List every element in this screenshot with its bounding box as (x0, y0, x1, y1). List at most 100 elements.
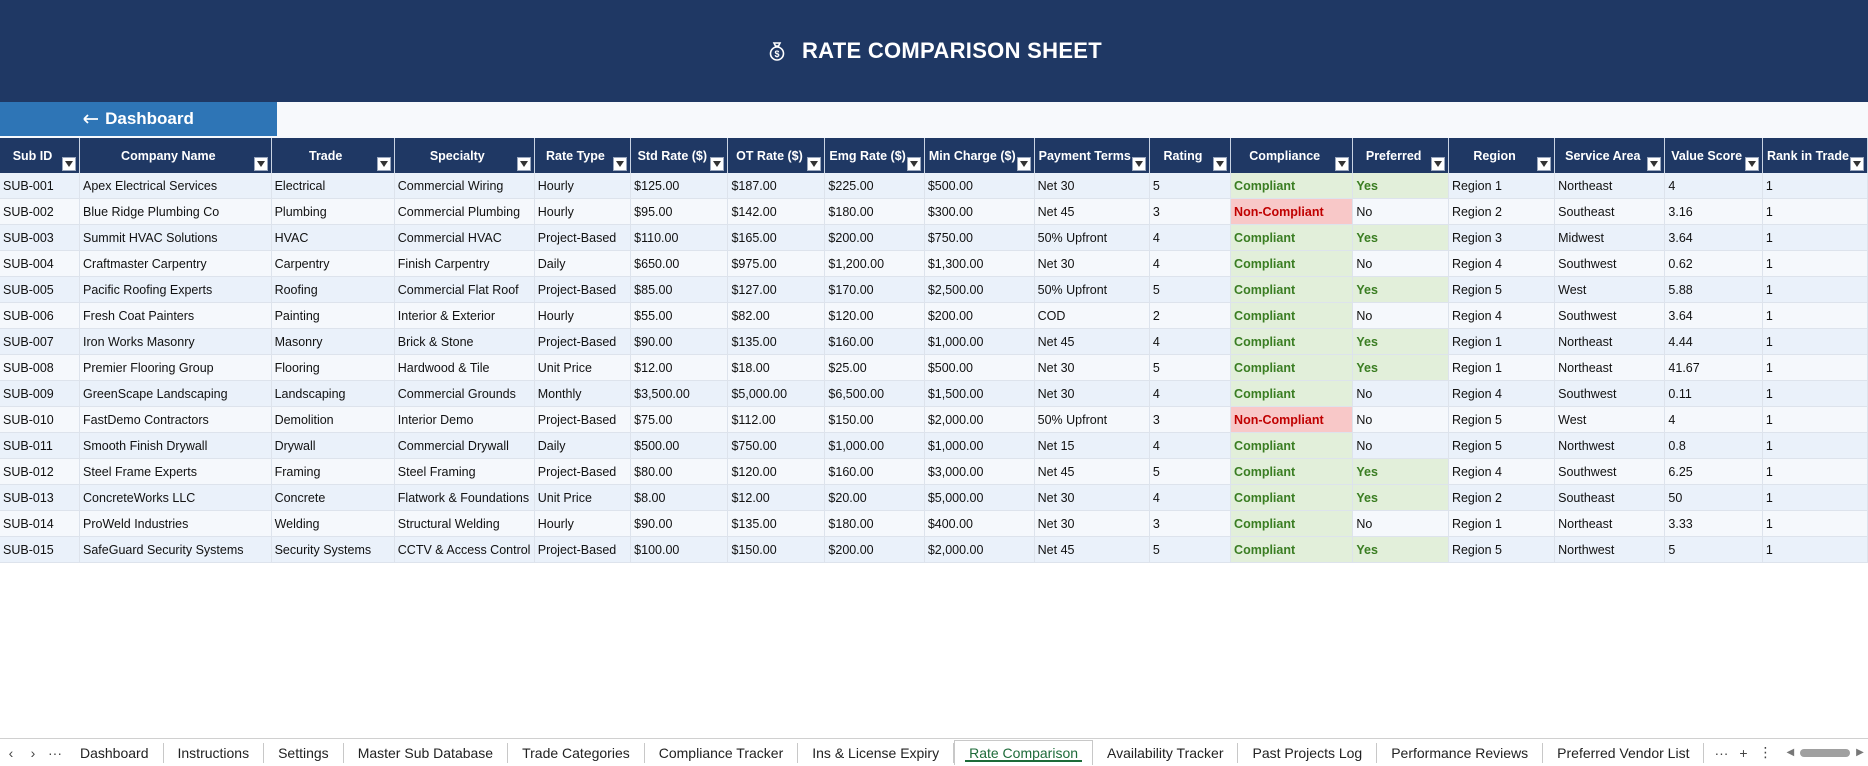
table-cell[interactable]: 1 (1762, 173, 1868, 199)
table-cell[interactable]: Project-Based (534, 536, 632, 563)
table-cell[interactable]: No (1352, 302, 1449, 329)
table-cell[interactable]: SUB-015 (0, 536, 81, 563)
table-cell[interactable]: Steel Framing (394, 458, 535, 485)
options-icon[interactable]: ⋮ (1758, 744, 1773, 760)
filter-dropdown-icon[interactable] (710, 157, 725, 171)
table-cell[interactable]: 1 (1762, 250, 1868, 277)
table-cell[interactable]: $750.00 (727, 432, 826, 459)
table-cell[interactable]: Yes (1352, 328, 1449, 355)
table-cell[interactable]: SUB-004 (0, 250, 81, 277)
table-cell[interactable]: SUB-014 (0, 510, 81, 537)
table-cell[interactable]: $975.00 (727, 250, 826, 277)
filter-dropdown-icon[interactable] (1430, 157, 1445, 171)
table-cell[interactable]: Yes (1352, 276, 1449, 303)
sheet-tab[interactable]: Dashboard (66, 742, 164, 763)
table-cell[interactable]: $6,500.00 (824, 380, 925, 407)
table-cell[interactable]: $18.00 (727, 354, 826, 381)
filter-dropdown-icon[interactable] (1335, 157, 1350, 171)
table-cell[interactable]: $500.00 (924, 173, 1035, 199)
table-cell[interactable]: $20.00 (824, 484, 925, 511)
chevron-right-icon[interactable]: › (30, 744, 36, 761)
table-cell[interactable]: Landscaping (271, 380, 395, 407)
table-cell[interactable]: Pacific Roofing Experts (79, 276, 272, 303)
column-header[interactable]: Rank in Trade (1762, 138, 1868, 173)
table-cell[interactable]: Compliant (1230, 328, 1354, 355)
table-cell[interactable]: 3.16 (1664, 198, 1763, 225)
table-cell[interactable]: Northeast (1554, 173, 1666, 199)
table-cell[interactable]: $160.00 (824, 328, 925, 355)
table-cell[interactable]: Compliant (1230, 536, 1354, 563)
sheet-tab[interactable]: Preferred Vendor List (1543, 742, 1705, 763)
table-cell[interactable]: $1,000.00 (924, 328, 1035, 355)
table-cell[interactable]: 6.25 (1664, 458, 1763, 485)
filter-dropdown-icon[interactable] (62, 157, 77, 171)
table-cell[interactable]: 5 (1149, 536, 1232, 563)
table-cell[interactable]: 2 (1149, 302, 1232, 329)
table-cell[interactable]: 50% Upfront (1034, 406, 1150, 433)
table-cell[interactable]: Compliant (1230, 250, 1354, 277)
sheet-tab[interactable]: Performance Reviews (1377, 742, 1544, 763)
table-cell[interactable]: Painting (271, 302, 395, 329)
table-cell[interactable]: 1 (1762, 276, 1868, 303)
table-cell[interactable]: 4.44 (1664, 328, 1763, 355)
table-cell[interactable]: $112.00 (727, 406, 826, 433)
table-cell[interactable]: 3 (1149, 198, 1232, 225)
table-cell[interactable]: Compliant (1230, 458, 1354, 485)
column-header[interactable]: Specialty (394, 138, 535, 173)
add-sheet-icon[interactable]: + (1739, 744, 1748, 761)
filter-dropdown-icon[interactable] (1850, 157, 1864, 171)
table-cell[interactable]: $5,000.00 (727, 380, 826, 407)
table-cell[interactable]: Hourly (534, 198, 632, 225)
table-cell[interactable]: Daily (534, 250, 632, 277)
table-cell[interactable]: Unit Price (534, 354, 632, 381)
dashboard-button[interactable]: Dashboard (0, 102, 277, 136)
table-cell[interactable]: Compliant (1230, 173, 1354, 199)
table-cell[interactable]: Southwest (1554, 250, 1666, 277)
table-cell[interactable]: $200.00 (924, 302, 1035, 329)
table-cell[interactable]: SUB-007 (0, 328, 81, 355)
table-cell[interactable]: 1 (1762, 458, 1868, 485)
table-cell[interactable]: $120.00 (824, 302, 925, 329)
filter-dropdown-icon[interactable] (516, 157, 531, 171)
table-cell[interactable]: $135.00 (727, 510, 826, 537)
sheet-tab[interactable]: Past Projects Log (1238, 742, 1378, 763)
table-cell[interactable]: Flatwork & Foundations (394, 484, 535, 511)
table-cell[interactable]: Brick & Stone (394, 328, 535, 355)
table-cell[interactable]: Steel Frame Experts (79, 458, 272, 485)
table-cell[interactable]: Compliant (1230, 224, 1354, 251)
table-cell[interactable]: Project-Based (534, 458, 632, 485)
table-cell[interactable]: No (1352, 250, 1449, 277)
table-cell[interactable]: $1,300.00 (924, 250, 1035, 277)
table-cell[interactable]: Region 5 (1448, 536, 1556, 563)
table-cell[interactable]: Northwest (1554, 432, 1666, 459)
table-cell[interactable]: Demolition (271, 406, 395, 433)
table-cell[interactable]: Interior Demo (394, 406, 535, 433)
table-cell[interactable]: COD (1034, 302, 1150, 329)
table-cell[interactable]: Compliant (1230, 302, 1354, 329)
table-cell[interactable]: 4 (1149, 380, 1232, 407)
table-cell[interactable]: $75.00 (630, 406, 729, 433)
table-cell[interactable]: Iron Works Masonry (79, 328, 272, 355)
table-cell[interactable]: Fresh Coat Painters (79, 302, 272, 329)
table-cell[interactable]: $125.00 (630, 173, 729, 199)
sheet-tab[interactable]: Master Sub Database (344, 742, 509, 763)
table-cell[interactable]: ProWeld Industries (79, 510, 272, 537)
table-cell[interactable]: Hourly (534, 173, 632, 199)
table-cell[interactable]: $225.00 (824, 173, 925, 199)
table-cell[interactable]: 1 (1762, 484, 1868, 511)
table-cell[interactable]: Region 2 (1448, 484, 1556, 511)
table-cell[interactable]: $142.00 (727, 198, 826, 225)
table-cell[interactable]: Project-Based (534, 406, 632, 433)
table-cell[interactable]: 4 (1149, 224, 1232, 251)
table-cell[interactable]: GreenScape Landscaping (79, 380, 272, 407)
table-cell[interactable]: Hourly (534, 510, 632, 537)
table-cell[interactable]: Hardwood & Tile (394, 354, 535, 381)
table-cell[interactable]: SUB-005 (0, 276, 81, 303)
table-cell[interactable]: 0.62 (1664, 250, 1763, 277)
table-cell[interactable]: 3 (1149, 510, 1232, 537)
table-cell[interactable]: Non-Compliant (1230, 198, 1354, 225)
filter-dropdown-icon[interactable] (1744, 157, 1759, 171)
table-cell[interactable]: Net 30 (1034, 250, 1150, 277)
table-cell[interactable]: No (1352, 198, 1449, 225)
table-cell[interactable]: $650.00 (630, 250, 729, 277)
